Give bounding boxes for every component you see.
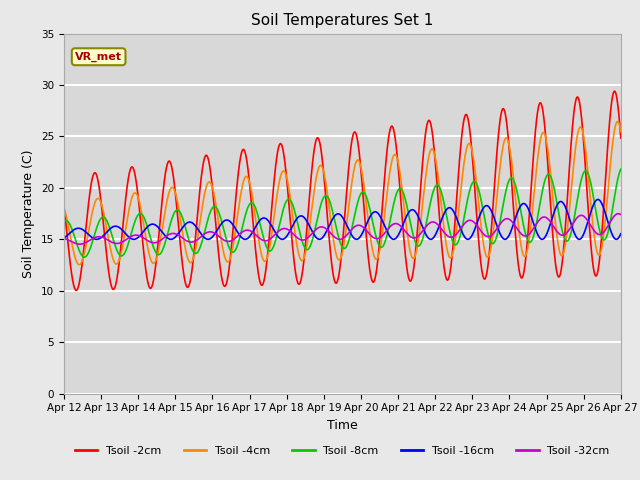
Tsoil -8cm — [60, 219, 68, 225]
Title: Soil Temperatures Set 1: Soil Temperatures Set 1 — [252, 13, 433, 28]
Tsoil -2cm — [312, 138, 319, 144]
Tsoil -8cm — [129, 225, 137, 230]
Tsoil -16cm — [244, 236, 252, 241]
Tsoil -8cm — [244, 206, 252, 212]
Tsoil -32cm — [614, 211, 622, 216]
Line: Tsoil -16cm: Tsoil -16cm — [64, 200, 621, 240]
Tsoil -16cm — [75, 225, 83, 231]
Tsoil -8cm — [81, 254, 88, 260]
Tsoil -16cm — [129, 236, 137, 242]
Tsoil -16cm — [60, 235, 68, 241]
Tsoil -32cm — [312, 227, 319, 232]
Tsoil -2cm — [129, 165, 137, 170]
Tsoil -4cm — [244, 174, 252, 180]
Tsoil -2cm — [72, 288, 80, 293]
Tsoil -8cm — [75, 246, 83, 252]
X-axis label: Time: Time — [327, 419, 358, 432]
Tsoil -8cm — [239, 224, 246, 229]
Tsoil -8cm — [617, 166, 625, 172]
Tsoil -16cm — [594, 197, 602, 203]
Tsoil -4cm — [75, 262, 83, 267]
Tsoil -8cm — [475, 187, 483, 193]
Tsoil -32cm — [475, 225, 483, 231]
Legend: Tsoil -2cm, Tsoil -4cm, Tsoil -8cm, Tsoil -16cm, Tsoil -32cm: Tsoil -2cm, Tsoil -4cm, Tsoil -8cm, Tsoi… — [70, 441, 614, 460]
Text: VR_met: VR_met — [75, 51, 122, 62]
Line: Tsoil -2cm: Tsoil -2cm — [64, 91, 621, 290]
Y-axis label: Soil Temperature (C): Soil Temperature (C) — [22, 149, 35, 278]
Tsoil -2cm — [239, 147, 246, 153]
Tsoil -32cm — [244, 228, 252, 233]
Tsoil -32cm — [129, 233, 137, 239]
Tsoil -4cm — [76, 262, 83, 268]
Tsoil -32cm — [76, 241, 84, 247]
Line: Tsoil -4cm: Tsoil -4cm — [64, 121, 621, 265]
Tsoil -32cm — [75, 241, 83, 247]
Line: Tsoil -8cm: Tsoil -8cm — [64, 169, 621, 257]
Tsoil -16cm — [312, 234, 319, 240]
Tsoil -2cm — [611, 88, 618, 94]
Tsoil -16cm — [617, 231, 625, 237]
Tsoil -4cm — [129, 192, 137, 198]
Tsoil -4cm — [614, 119, 621, 124]
Tsoil -4cm — [239, 182, 246, 188]
Tsoil -32cm — [239, 229, 246, 235]
Tsoil -2cm — [75, 282, 83, 288]
Tsoil -4cm — [312, 178, 319, 183]
Tsoil -8cm — [312, 223, 319, 228]
Tsoil -2cm — [617, 135, 625, 141]
Tsoil -2cm — [244, 162, 252, 168]
Tsoil -16cm — [475, 215, 483, 221]
Tsoil -32cm — [60, 236, 68, 241]
Tsoil -4cm — [475, 202, 483, 208]
Tsoil -16cm — [239, 235, 246, 241]
Tsoil -2cm — [60, 204, 68, 210]
Tsoil -32cm — [617, 212, 625, 217]
Tsoil -2cm — [475, 240, 483, 246]
Line: Tsoil -32cm: Tsoil -32cm — [64, 214, 621, 244]
Tsoil -16cm — [93, 237, 100, 242]
Tsoil -4cm — [617, 129, 625, 134]
Tsoil -4cm — [60, 205, 68, 211]
